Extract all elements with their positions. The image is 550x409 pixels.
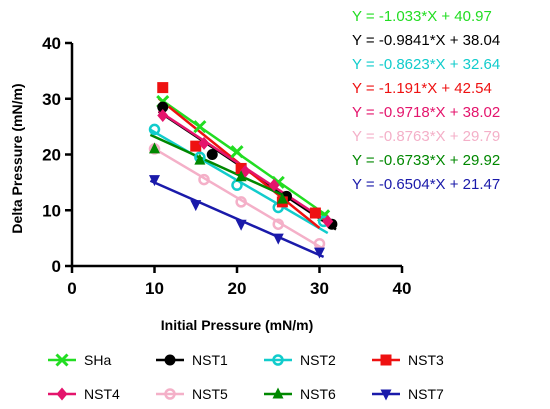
- legend-item-nst7: NST7: [372, 386, 444, 402]
- equations: Y = -1.033*X + 40.97 Y = -0.9841*X + 38.0…: [352, 8, 500, 193]
- fit-line-nst7: [149, 179, 325, 259]
- equation-label: Y = -0.8763*X + 29.79: [352, 128, 500, 145]
- point-nst3: [157, 82, 169, 94]
- legend-label: NST3: [408, 352, 444, 368]
- equation-label: Y = -0.9841*X + 38.04: [352, 32, 500, 49]
- legend-label: NST6: [300, 386, 336, 402]
- point-sha: [193, 120, 207, 134]
- point-nst1: [206, 149, 218, 160]
- point-nst5: [198, 173, 210, 186]
- point-nst3: [309, 207, 321, 219]
- equation-label: Y = -0.6733*X + 29.92: [352, 152, 500, 169]
- legend-marker: [56, 387, 68, 401]
- point-nst5: [235, 196, 247, 208]
- x-axis-title: Initial Pressure (mN/m): [161, 317, 314, 333]
- point-nst4: [322, 214, 334, 228]
- fit-line-nst6: [149, 133, 288, 198]
- fit-line-sha: [157, 97, 329, 218]
- point-nst7: [314, 247, 325, 259]
- legend-item-nst2: NST2: [264, 352, 336, 368]
- legend-item-nst3: NST3: [372, 352, 444, 368]
- y-tick-label: 10: [42, 201, 61, 220]
- y-axis-title: Delta Pressure (mN/m): [9, 83, 25, 233]
- x-tick-label: 40: [393, 279, 412, 298]
- legend-marker: [272, 354, 284, 366]
- y-tick-label: 30: [42, 90, 61, 109]
- x-tick-label: 20: [228, 279, 247, 298]
- equation-label: Y = -0.9718*X + 38.02: [352, 104, 500, 121]
- point-nst3: [190, 140, 202, 152]
- legend-label: SHa: [84, 352, 111, 368]
- legend-marker: [164, 354, 176, 366]
- y-tick-label: 40: [42, 34, 61, 53]
- legend: SHa NST1 NST2 NST3 NST4 NST5 NST6 NST7: [48, 352, 444, 402]
- point-nst6: [276, 192, 288, 204]
- legend-item-nst5: NST5: [156, 386, 228, 402]
- point-nst4: [268, 178, 280, 192]
- legend-item-nst4: NST4: [48, 386, 120, 402]
- legend-label: NST7: [408, 386, 444, 402]
- point-nst4: [157, 108, 169, 122]
- legend-marker: [55, 353, 69, 367]
- legend-item-nst6: NST6: [264, 386, 336, 402]
- y-tick-label: 0: [52, 257, 61, 276]
- legend-label: NST2: [300, 352, 336, 368]
- point-nst6: [194, 153, 206, 165]
- x-tick-label: 10: [145, 279, 164, 298]
- data-points: [148, 82, 338, 259]
- legend-label: NST1: [192, 352, 228, 368]
- point-nst7: [235, 219, 247, 231]
- point-nst7: [149, 175, 160, 187]
- x-tick-label: 30: [310, 279, 329, 298]
- legend-label: NST5: [192, 386, 228, 402]
- legend-item-sha: SHa: [48, 352, 111, 368]
- y-tick-label: 20: [42, 146, 61, 165]
- legend-marker: [164, 388, 176, 400]
- equation-label: Y = -1.033*X + 40.97: [352, 8, 492, 25]
- point-nst2: [148, 123, 161, 136]
- point-nst4: [198, 136, 210, 150]
- point-nst2: [231, 179, 243, 191]
- x-tick-label: 0: [67, 279, 76, 298]
- equation-label: Y = -0.8623*X + 32.64: [352, 56, 500, 73]
- point-nst6: [149, 142, 160, 154]
- point-sha: [230, 145, 244, 159]
- point-nst1: [157, 101, 169, 113]
- point-nst6: [235, 170, 247, 182]
- point-nst5: [272, 218, 284, 230]
- equation-label: Y = -0.6504*X + 21.47: [352, 176, 500, 193]
- legend-marker: [272, 387, 284, 399]
- legend-item-nst1: NST1: [156, 352, 228, 368]
- legend-marker: [380, 354, 392, 366]
- fit-lines: [149, 97, 337, 259]
- legend-label: NST4: [84, 386, 120, 402]
- point-nst3: [235, 162, 247, 174]
- point-nst7: [272, 233, 284, 245]
- axes: 0 10 20 30 40 0 10 20 30 40 Initial Pressure (mN/m…: [9, 34, 411, 333]
- point-nst7: [190, 200, 202, 212]
- equation-label: Y = -1.191*X + 42.54: [352, 80, 492, 97]
- fit-line-nst5: [149, 145, 325, 251]
- legend-marker: [380, 389, 392, 401]
